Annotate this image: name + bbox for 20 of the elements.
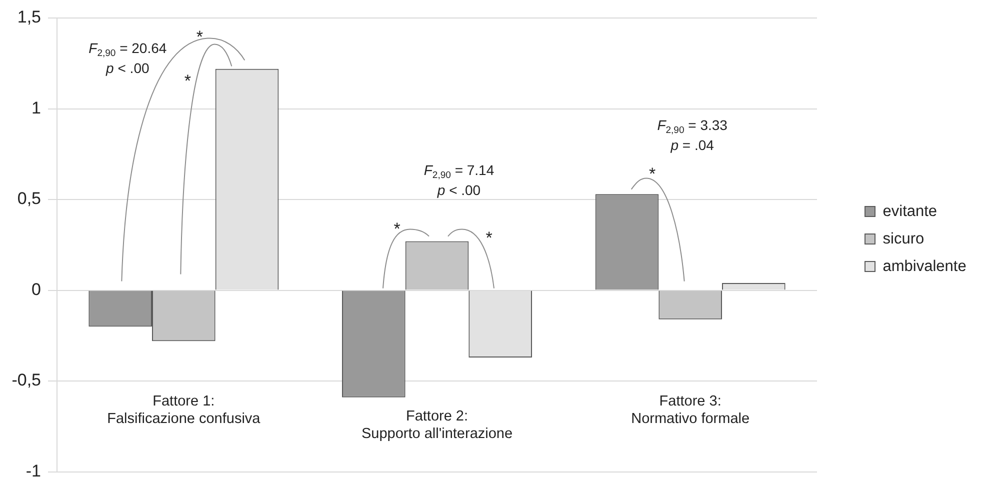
annotation: * xyxy=(649,164,656,184)
legend-label: sicuro xyxy=(882,230,924,248)
x-tick-label: Fattore 2: Supporto all'interazione xyxy=(361,408,513,442)
legend-label: ambivalente xyxy=(882,258,966,275)
y-tick-label: 0,5 xyxy=(17,189,41,208)
annotation: F$_{2,90}$ = 20.64 p < .00 xyxy=(88,39,167,78)
annotation: * xyxy=(196,28,203,47)
y-tick-label: -0,5 xyxy=(12,370,41,390)
y-tick-label: 1,5 xyxy=(17,8,41,27)
annotation: F$_{2,90}$ = 7.14 p < .00 xyxy=(424,161,494,200)
legend-label: evitante xyxy=(882,202,938,220)
annotation: * xyxy=(486,228,492,248)
y-tick-label: 0 xyxy=(32,280,41,299)
annotation: * xyxy=(394,220,400,239)
annotation: F$_{2,90}$ = 3.33 p = .04 xyxy=(657,116,728,156)
annotation: * xyxy=(184,72,191,91)
y-tick-label: -1 xyxy=(26,461,41,480)
x-tick-label: Fattore 3: Normativo formale xyxy=(631,393,750,427)
x-tick-label: Fattore 1: Falsificazione confusiva xyxy=(107,393,262,427)
y-tick-label: 1 xyxy=(32,98,41,118)
